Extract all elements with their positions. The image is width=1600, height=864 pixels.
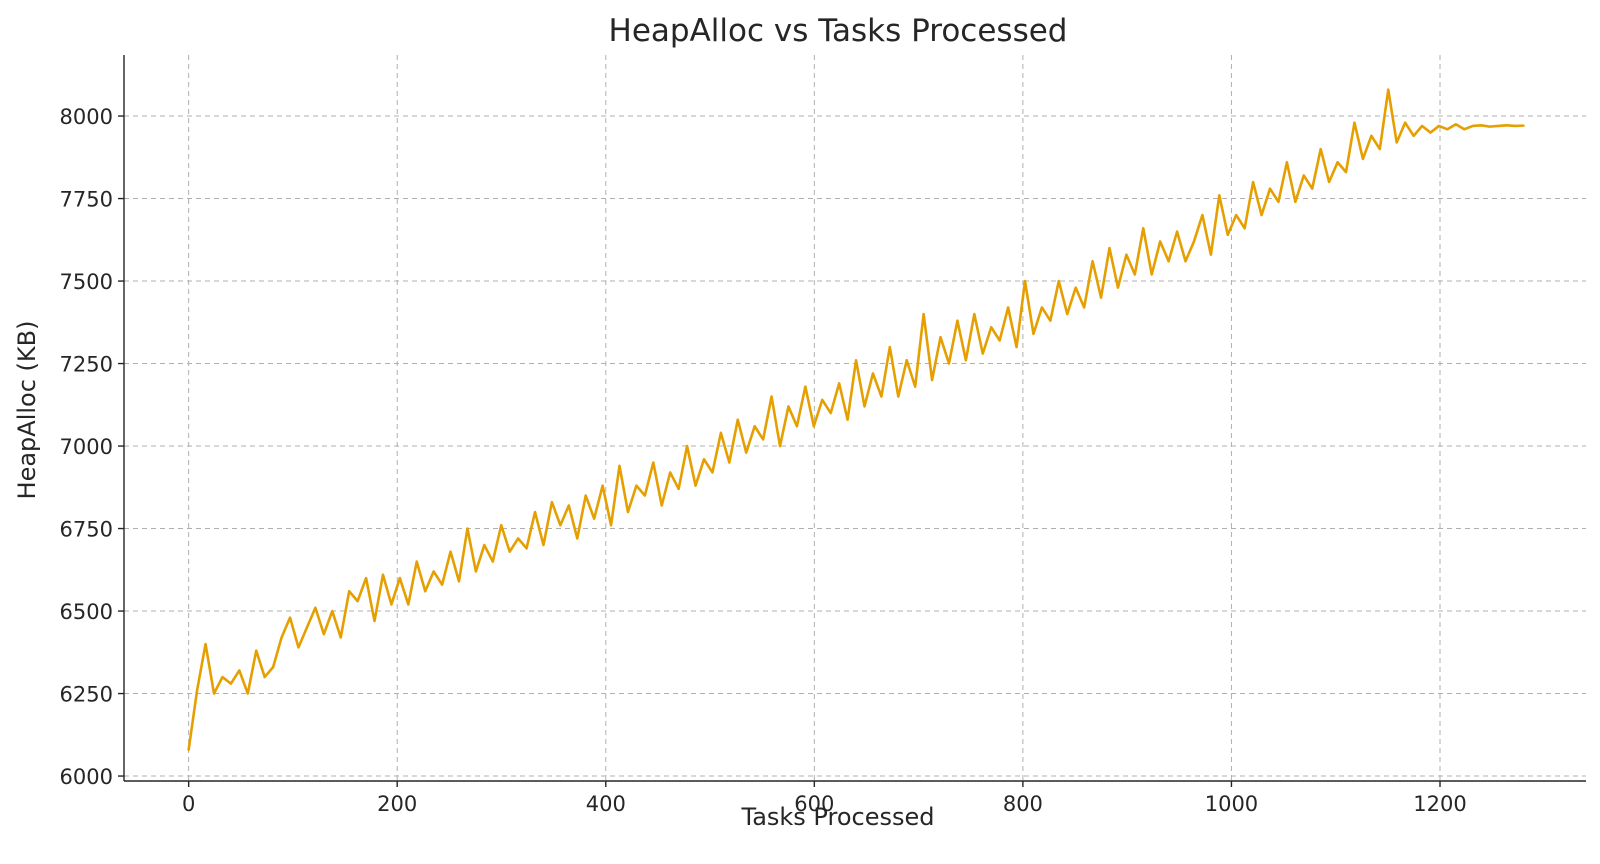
series-line [187, 88, 1525, 751]
y-tick-label: 7750 [60, 188, 113, 212]
grid [124, 55, 1586, 781]
x-tick-label: 0 [182, 792, 195, 816]
y-tick-label: 6750 [60, 518, 113, 542]
chart-title: HeapAlloc vs Tasks Processed [609, 13, 1068, 49]
y-tick-label: 7500 [60, 270, 113, 294]
x-tick-label: 400 [586, 792, 626, 816]
y-tick-label: 6500 [60, 600, 113, 624]
x-tick-label: 200 [377, 792, 417, 816]
axes [118, 55, 1586, 787]
y-axis-label: HeapAlloc (KB) [13, 321, 41, 500]
tick-labels: 0 200 400 600 800 1000 1200 6000 6250 6500 6750 700… [60, 105, 1467, 816]
plot-area [187, 88, 1525, 751]
x-tick-label: 600 [794, 792, 834, 816]
y-tick-label: 7000 [60, 435, 113, 459]
x-tick-label: 800 [1003, 792, 1043, 816]
y-tick-label: 8000 [60, 105, 113, 129]
x-axis-label: Tasks Processed [741, 803, 935, 831]
y-tick-label: 6250 [60, 683, 113, 707]
x-tick-label: 1000 [1205, 792, 1258, 816]
y-tick-label: 7250 [60, 353, 113, 377]
x-tick-label: 1200 [1413, 792, 1466, 816]
y-tick-label: 6000 [60, 765, 113, 789]
